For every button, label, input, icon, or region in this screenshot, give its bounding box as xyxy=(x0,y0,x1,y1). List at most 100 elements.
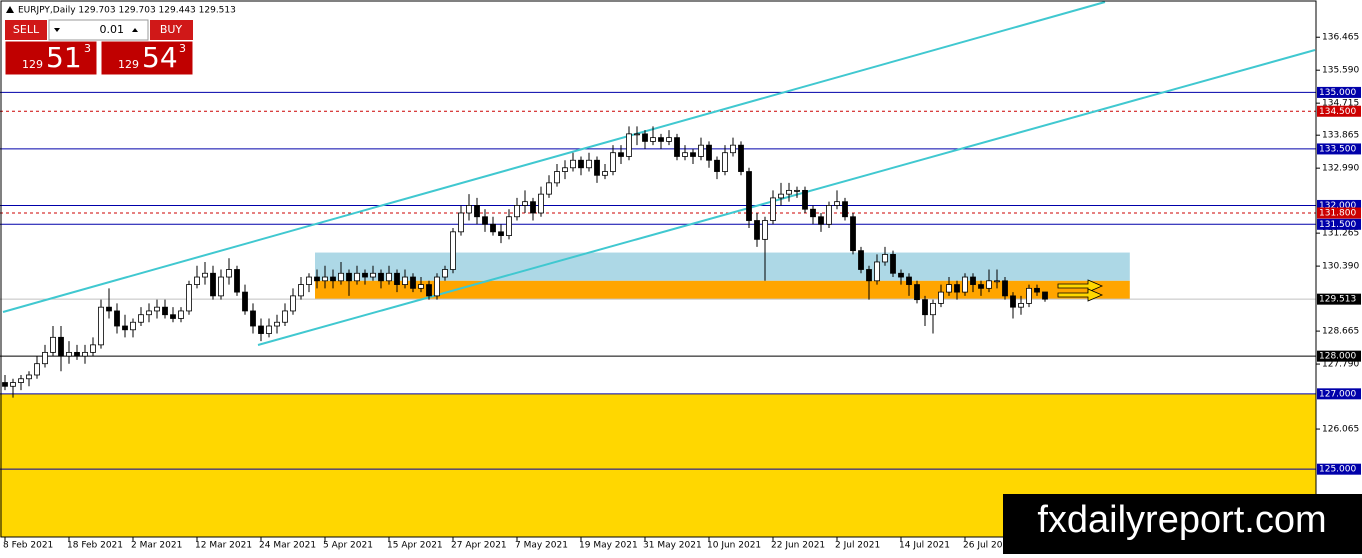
candle-body xyxy=(418,284,424,289)
candle-body xyxy=(930,303,936,316)
icon xyxy=(6,6,14,13)
candle-body xyxy=(378,272,384,282)
x-tick-label: 19 May 2021 xyxy=(579,541,638,551)
candle-body xyxy=(770,197,776,221)
candle-body xyxy=(162,306,168,316)
candle-body xyxy=(402,276,408,285)
chart-title: EURJPY,Daily 129.703 129.703 129.443 129… xyxy=(18,6,236,16)
candle-body xyxy=(594,159,600,176)
candle-body xyxy=(522,201,528,206)
candle-body xyxy=(218,276,224,297)
candle-body xyxy=(186,284,192,312)
sell-label: SELL xyxy=(13,23,40,36)
y-tick-label: 136.465 xyxy=(1322,33,1359,43)
candle-body xyxy=(194,276,200,285)
bid-main: 51 xyxy=(46,41,82,74)
candle-body xyxy=(1002,280,1008,297)
level-label-box xyxy=(1317,143,1361,155)
candle-body xyxy=(466,205,472,214)
candle-body xyxy=(90,344,96,353)
lot-input[interactable] xyxy=(48,19,149,41)
candle-body xyxy=(546,182,552,195)
candle-body xyxy=(722,152,728,172)
candle-body xyxy=(682,152,688,157)
candle-body xyxy=(482,216,488,225)
candle-body xyxy=(130,321,136,331)
candle-body xyxy=(258,325,264,334)
ask-box[interactable] xyxy=(100,40,194,76)
level-label-box xyxy=(1317,218,1361,230)
candle-body xyxy=(834,201,840,206)
candle-body xyxy=(74,351,80,357)
candle-body xyxy=(154,306,160,312)
level-label: 131.500 xyxy=(1319,220,1356,230)
candle-body xyxy=(178,310,184,319)
x-tick-label: 18 Feb 2021 xyxy=(67,541,123,551)
level-label: 127.000 xyxy=(1319,389,1356,399)
bid-box[interactable] xyxy=(4,40,98,76)
x-tick-label: 2 Jul 2021 xyxy=(835,541,880,551)
candle-body xyxy=(82,351,88,357)
candle-body xyxy=(530,201,536,214)
arrow xyxy=(1057,279,1104,293)
candle-body xyxy=(506,216,512,236)
ask-sup: 3 xyxy=(179,42,186,55)
x-tick-label: 15 Apr 2021 xyxy=(387,541,443,551)
sell-button[interactable] xyxy=(5,20,47,40)
level-label: 131.800 xyxy=(1319,208,1356,218)
y-tick-label: 135.590 xyxy=(1322,66,1359,76)
x-tick-label: 7 May 2021 xyxy=(515,541,568,551)
level-label-box xyxy=(1317,388,1361,400)
level-label: 132.000 xyxy=(1319,201,1356,211)
candle-body xyxy=(450,231,456,270)
candle-body xyxy=(498,231,504,236)
watermark-box xyxy=(1003,494,1362,554)
candle-body xyxy=(602,171,608,176)
y-tick-label: 126.065 xyxy=(1322,425,1359,435)
candle-body xyxy=(674,137,680,157)
candle-body xyxy=(730,144,736,154)
candle-body xyxy=(98,306,104,346)
candle-body xyxy=(490,223,496,233)
candle-body xyxy=(826,205,832,225)
candle-body xyxy=(266,325,272,334)
candle-body xyxy=(746,171,752,221)
candle-body xyxy=(778,193,784,199)
candle-body xyxy=(762,220,768,240)
buy-button[interactable] xyxy=(150,20,193,40)
candles xyxy=(2,126,1048,398)
y-tick-label: 131.265 xyxy=(1322,229,1359,239)
candle-body xyxy=(634,133,640,136)
candle-body xyxy=(858,250,864,270)
candle-body xyxy=(922,299,928,316)
y-tick-label: 128.665 xyxy=(1322,327,1359,337)
zone xyxy=(315,280,1130,299)
candle-body xyxy=(322,276,328,282)
candle-body xyxy=(914,284,920,301)
candle-body xyxy=(890,254,896,274)
candle-body xyxy=(882,254,888,263)
candle-body xyxy=(338,272,344,282)
candle-body xyxy=(610,152,616,172)
buy-label: BUY xyxy=(160,23,183,36)
candle-body xyxy=(330,276,336,282)
candle-body xyxy=(754,220,760,240)
candle-body xyxy=(250,310,256,327)
candle-body xyxy=(690,152,696,157)
candle-body xyxy=(738,144,744,172)
candle-body xyxy=(898,272,904,278)
candle-body xyxy=(986,280,992,289)
x-tick-label: 22 Jun 2021 xyxy=(771,541,825,551)
channel-upper xyxy=(2,1,1106,313)
candle-body xyxy=(970,276,976,285)
candle-body xyxy=(978,284,984,289)
candle-body xyxy=(42,351,48,365)
x-tick-label: 5 Apr 2021 xyxy=(323,541,373,551)
candle-body xyxy=(58,336,64,357)
level-label-box xyxy=(1317,207,1361,219)
watermark: fxdailyreport.com xyxy=(1037,499,1326,541)
candle-body xyxy=(866,269,872,282)
candle-body xyxy=(106,306,112,312)
candle-body xyxy=(714,159,720,172)
